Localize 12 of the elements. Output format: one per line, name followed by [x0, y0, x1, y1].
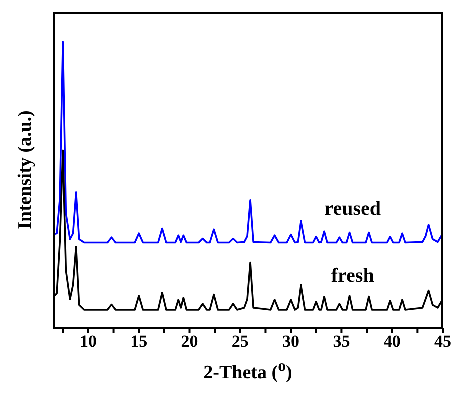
series-label: reused — [324, 198, 381, 220]
x-tick-label: 45 — [434, 332, 452, 352]
x-tick-label: 40 — [384, 332, 401, 352]
x-tick-label: 25 — [232, 332, 249, 352]
series-label: fresh — [331, 264, 374, 287]
x-tick-label: 15 — [130, 332, 148, 352]
x-tick-label: 20 — [181, 332, 198, 352]
x-tick-label: 35 — [333, 332, 350, 352]
x-axis-title: 2-Theta ($^{o}$) — [204, 358, 292, 384]
y-axis-title: Intensity (a.u.) — [15, 110, 37, 230]
x-tick-label: 10 — [80, 332, 97, 352]
x-tick-label: 30 — [282, 332, 300, 352]
